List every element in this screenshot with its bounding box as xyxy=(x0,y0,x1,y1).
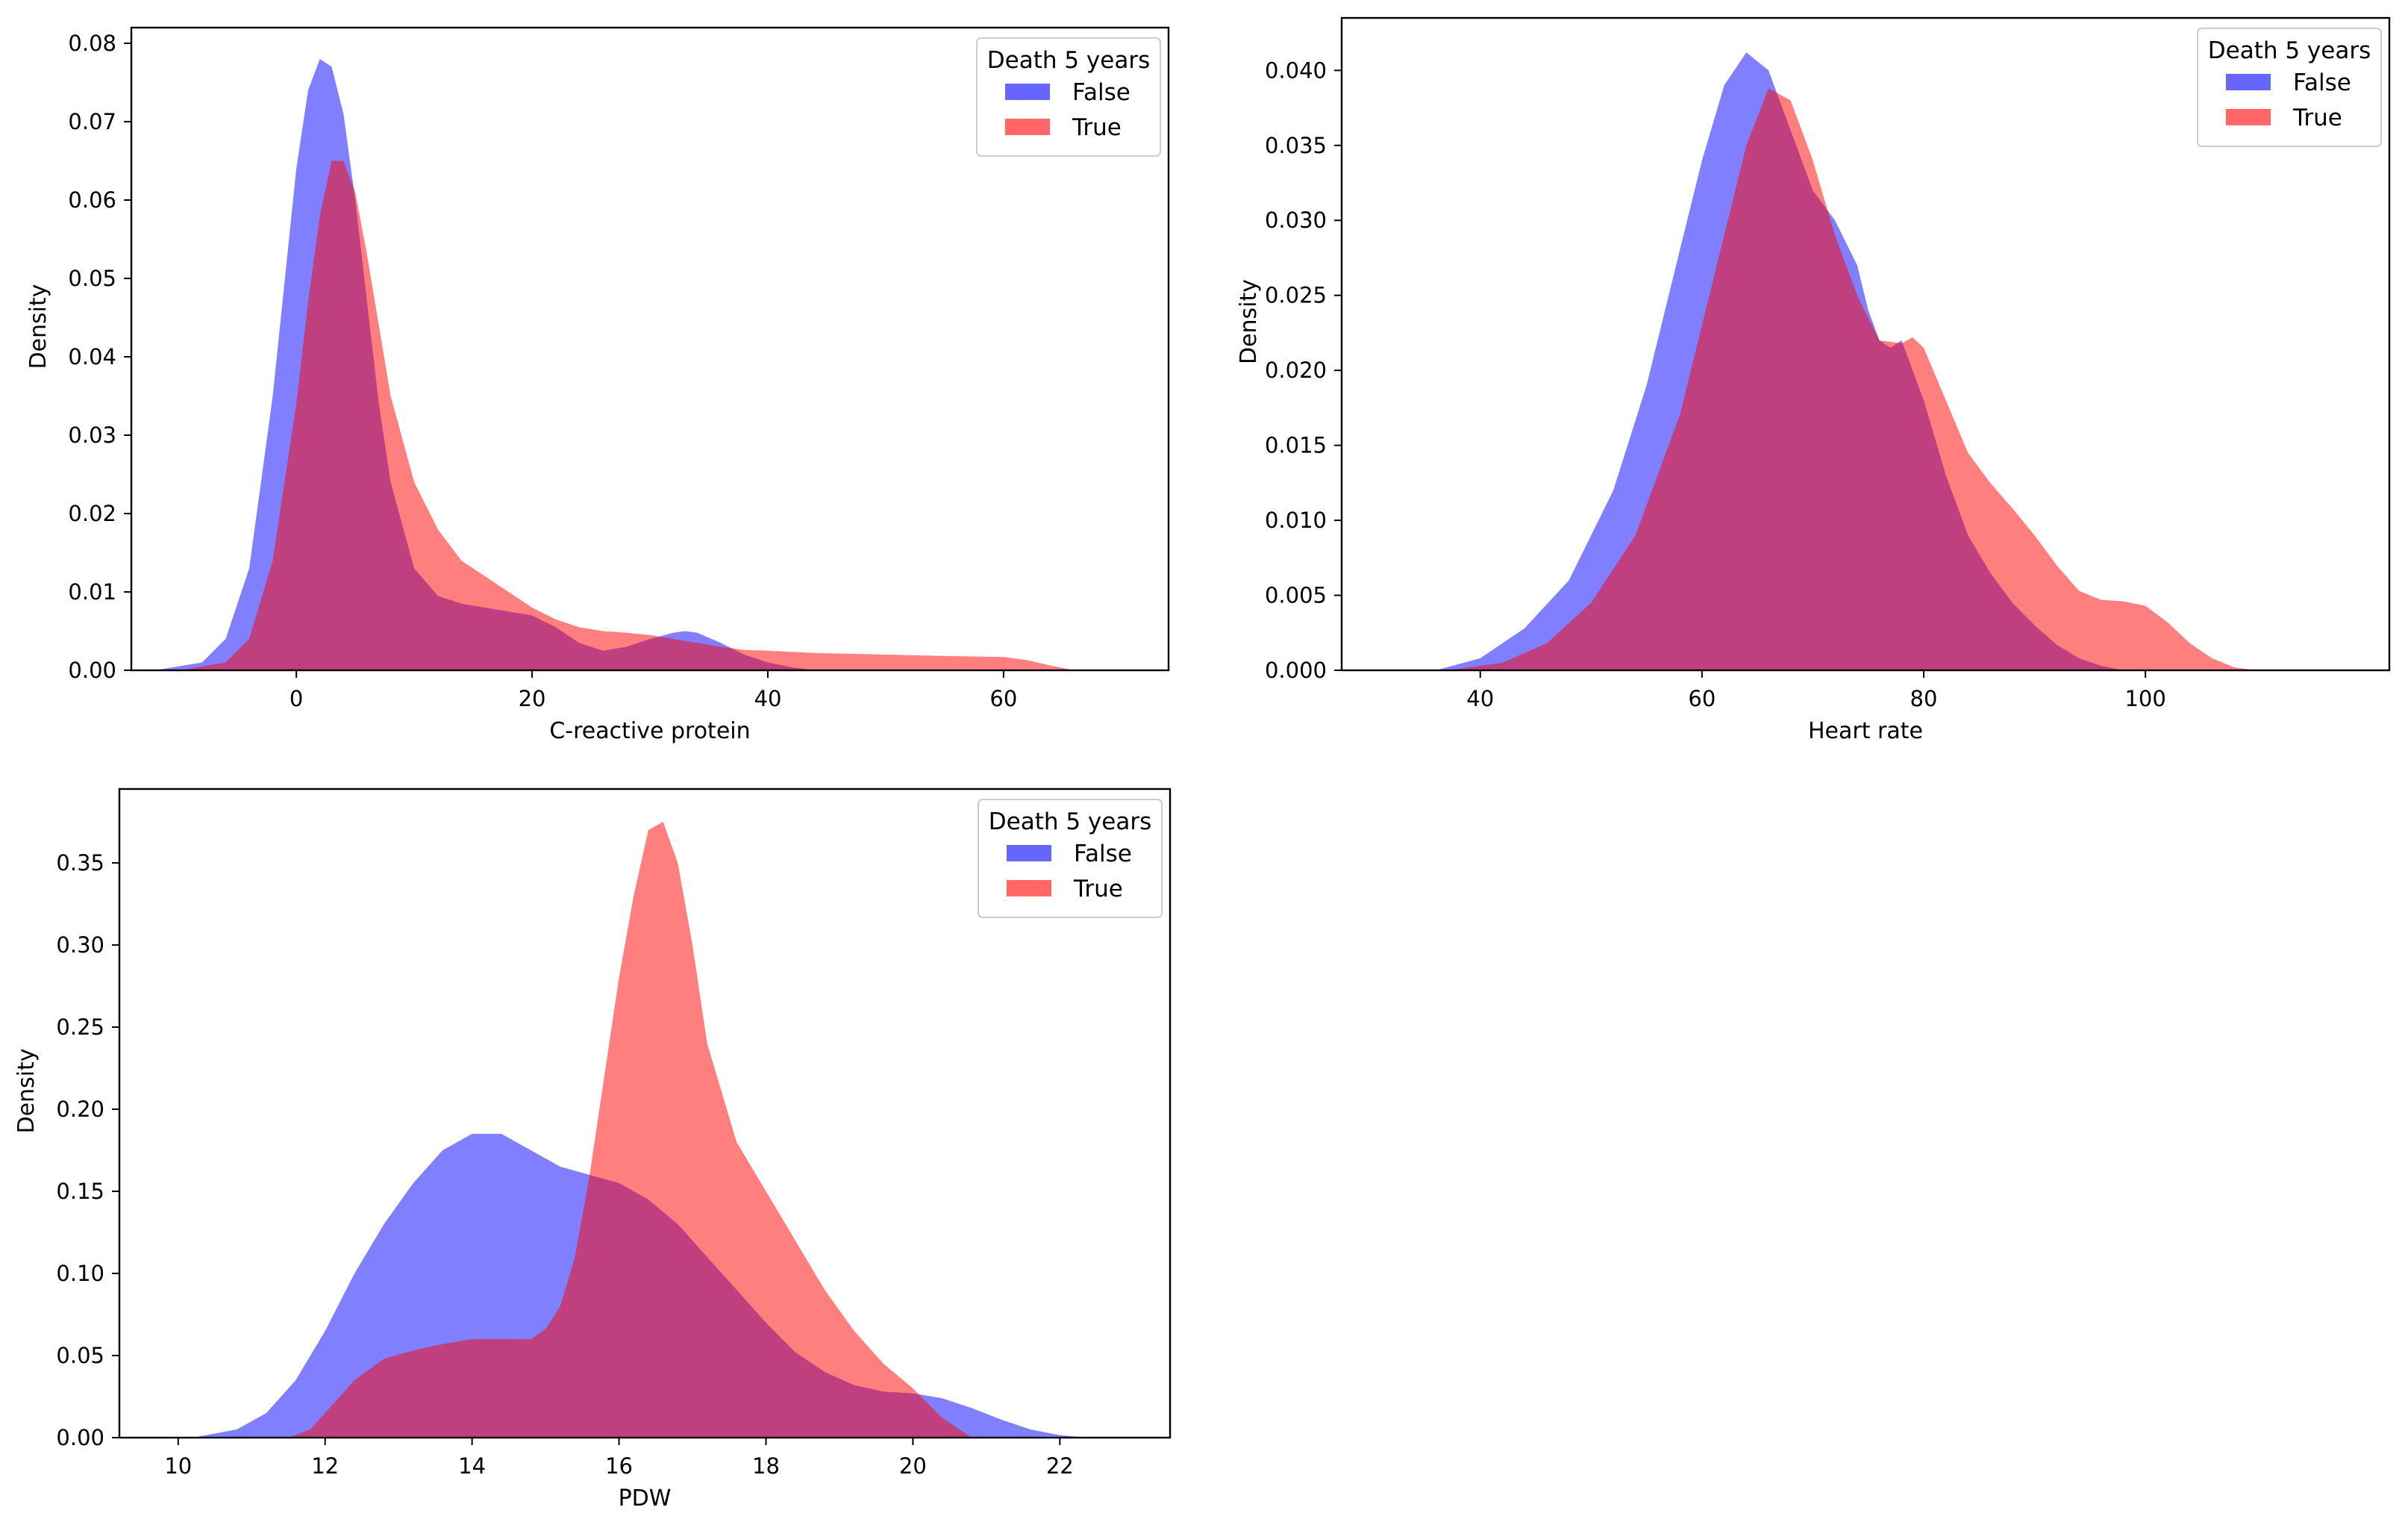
y-axis-label: Density xyxy=(25,284,51,369)
y-tick-label: 0.10 xyxy=(56,1261,104,1286)
y-tick-label: 0.05 xyxy=(56,1343,104,1368)
y-tick-label: 0.08 xyxy=(68,31,116,56)
legend-swatch-false xyxy=(1007,845,1051,861)
y-tick-label: 0.25 xyxy=(56,1014,104,1040)
y-tick-label: 0.20 xyxy=(56,1097,104,1122)
legend-swatch-false xyxy=(2226,74,2271,90)
legend: Death 5 years False True xyxy=(2197,28,2382,147)
axes-frame xyxy=(118,787,1172,1439)
legend-label-true: True xyxy=(1072,114,1122,141)
y-tick-label: 0.15 xyxy=(56,1179,104,1204)
axes-frame xyxy=(1340,16,2391,672)
x-tick-label: 20 xyxy=(519,686,546,711)
legend-label-true: True xyxy=(1073,876,1123,902)
y-tick-label: 0.010 xyxy=(1265,508,1327,533)
chart-panel-3: 10 12 14 16 18 20 22 0.00 0.05 0.10 0.15 0.20 0.25 0.… xyxy=(13,787,1172,1512)
legend-label-true: True xyxy=(2292,105,2342,131)
x-tick-label: 40 xyxy=(1466,686,1494,711)
x-tick-label: 16 xyxy=(605,1453,633,1479)
y-tick-label: 0.02 xyxy=(68,501,116,526)
chart-panel-1: 0 20 40 60 0.00 0.01 0.02 0.03 0.04 0.05 0.06 0.07 0… xyxy=(25,26,1170,744)
legend-title: Death 5 years xyxy=(989,808,1151,835)
y-tick-label: 0.040 xyxy=(1265,57,1327,83)
y-tick-label: 0.005 xyxy=(1265,583,1327,608)
legend: Death 5 years False True xyxy=(978,799,1163,918)
legend-title: Death 5 years xyxy=(2208,37,2371,64)
x-tick-label: 18 xyxy=(752,1453,780,1479)
legend-swatch-false xyxy=(1005,84,1050,100)
y-tick-label: 0.025 xyxy=(1265,283,1327,308)
y-tick-label: 0.01 xyxy=(68,579,116,605)
density-areas xyxy=(154,59,1075,670)
y-tick-label: 0.07 xyxy=(68,109,116,134)
density-area-true xyxy=(1447,88,2257,670)
x-tick-label: 22 xyxy=(1046,1453,1074,1479)
x-axis-label: C-reactive protein xyxy=(549,718,750,744)
y-tick-label: 0.04 xyxy=(68,344,116,369)
y-tick-label: 0.00 xyxy=(68,658,116,683)
x-tick-label: 60 xyxy=(989,686,1017,711)
density-area-true xyxy=(288,822,972,1438)
x-tick-label: 12 xyxy=(311,1453,339,1479)
y-tick-label: 0.015 xyxy=(1265,433,1327,458)
legend-label-false: False xyxy=(1074,840,1132,867)
x-tick-label: 80 xyxy=(1910,686,1938,711)
density-areas xyxy=(1436,52,2257,670)
legend-swatch-true xyxy=(2226,109,2271,125)
x-tick-label: 100 xyxy=(2124,686,2165,711)
y-tick-label: 0.00 xyxy=(56,1425,104,1450)
y-tick-label: 0.05 xyxy=(68,266,116,291)
chart-panel-2: 40 60 80 100 0.000 0.005 0.010 0.015 0.020 0.025 0… xyxy=(1236,16,2391,744)
y-tick-label: 0.035 xyxy=(1265,133,1327,158)
x-tick-label: 40 xyxy=(754,686,782,711)
x-tick-label: 0 xyxy=(290,686,303,711)
y-axis-label: Density xyxy=(1236,279,1262,364)
density-area-true xyxy=(178,160,1075,670)
legend-swatch-true xyxy=(1005,119,1050,135)
y-tick-label: 0.30 xyxy=(56,932,104,958)
y-tick-label: 0.03 xyxy=(68,422,116,448)
density-areas xyxy=(193,822,1089,1438)
legend-label-false: False xyxy=(1072,79,1130,106)
y-tick-label: 0.35 xyxy=(56,850,104,876)
legend-label-false: False xyxy=(2293,69,2351,96)
axes-frame xyxy=(130,26,1170,672)
x-tick-label: 60 xyxy=(1688,686,1716,711)
y-tick-label: 0.000 xyxy=(1265,658,1327,683)
legend-title: Death 5 years xyxy=(987,47,1150,74)
x-tick-label: 20 xyxy=(899,1453,927,1479)
y-tick-label: 0.020 xyxy=(1265,358,1327,383)
legend-swatch-true xyxy=(1007,880,1051,896)
y-axis-label: Density xyxy=(13,1048,40,1133)
y-tick-label: 0.030 xyxy=(1265,208,1327,233)
y-tick-label: 0.06 xyxy=(68,187,116,213)
legend: Death 5 years False True xyxy=(976,37,1161,157)
x-axis-label: Heart rate xyxy=(1808,718,1923,744)
x-tick-label: 14 xyxy=(458,1453,486,1479)
x-tick-label: 10 xyxy=(164,1453,192,1479)
x-axis-label: PDW xyxy=(619,1485,672,1512)
